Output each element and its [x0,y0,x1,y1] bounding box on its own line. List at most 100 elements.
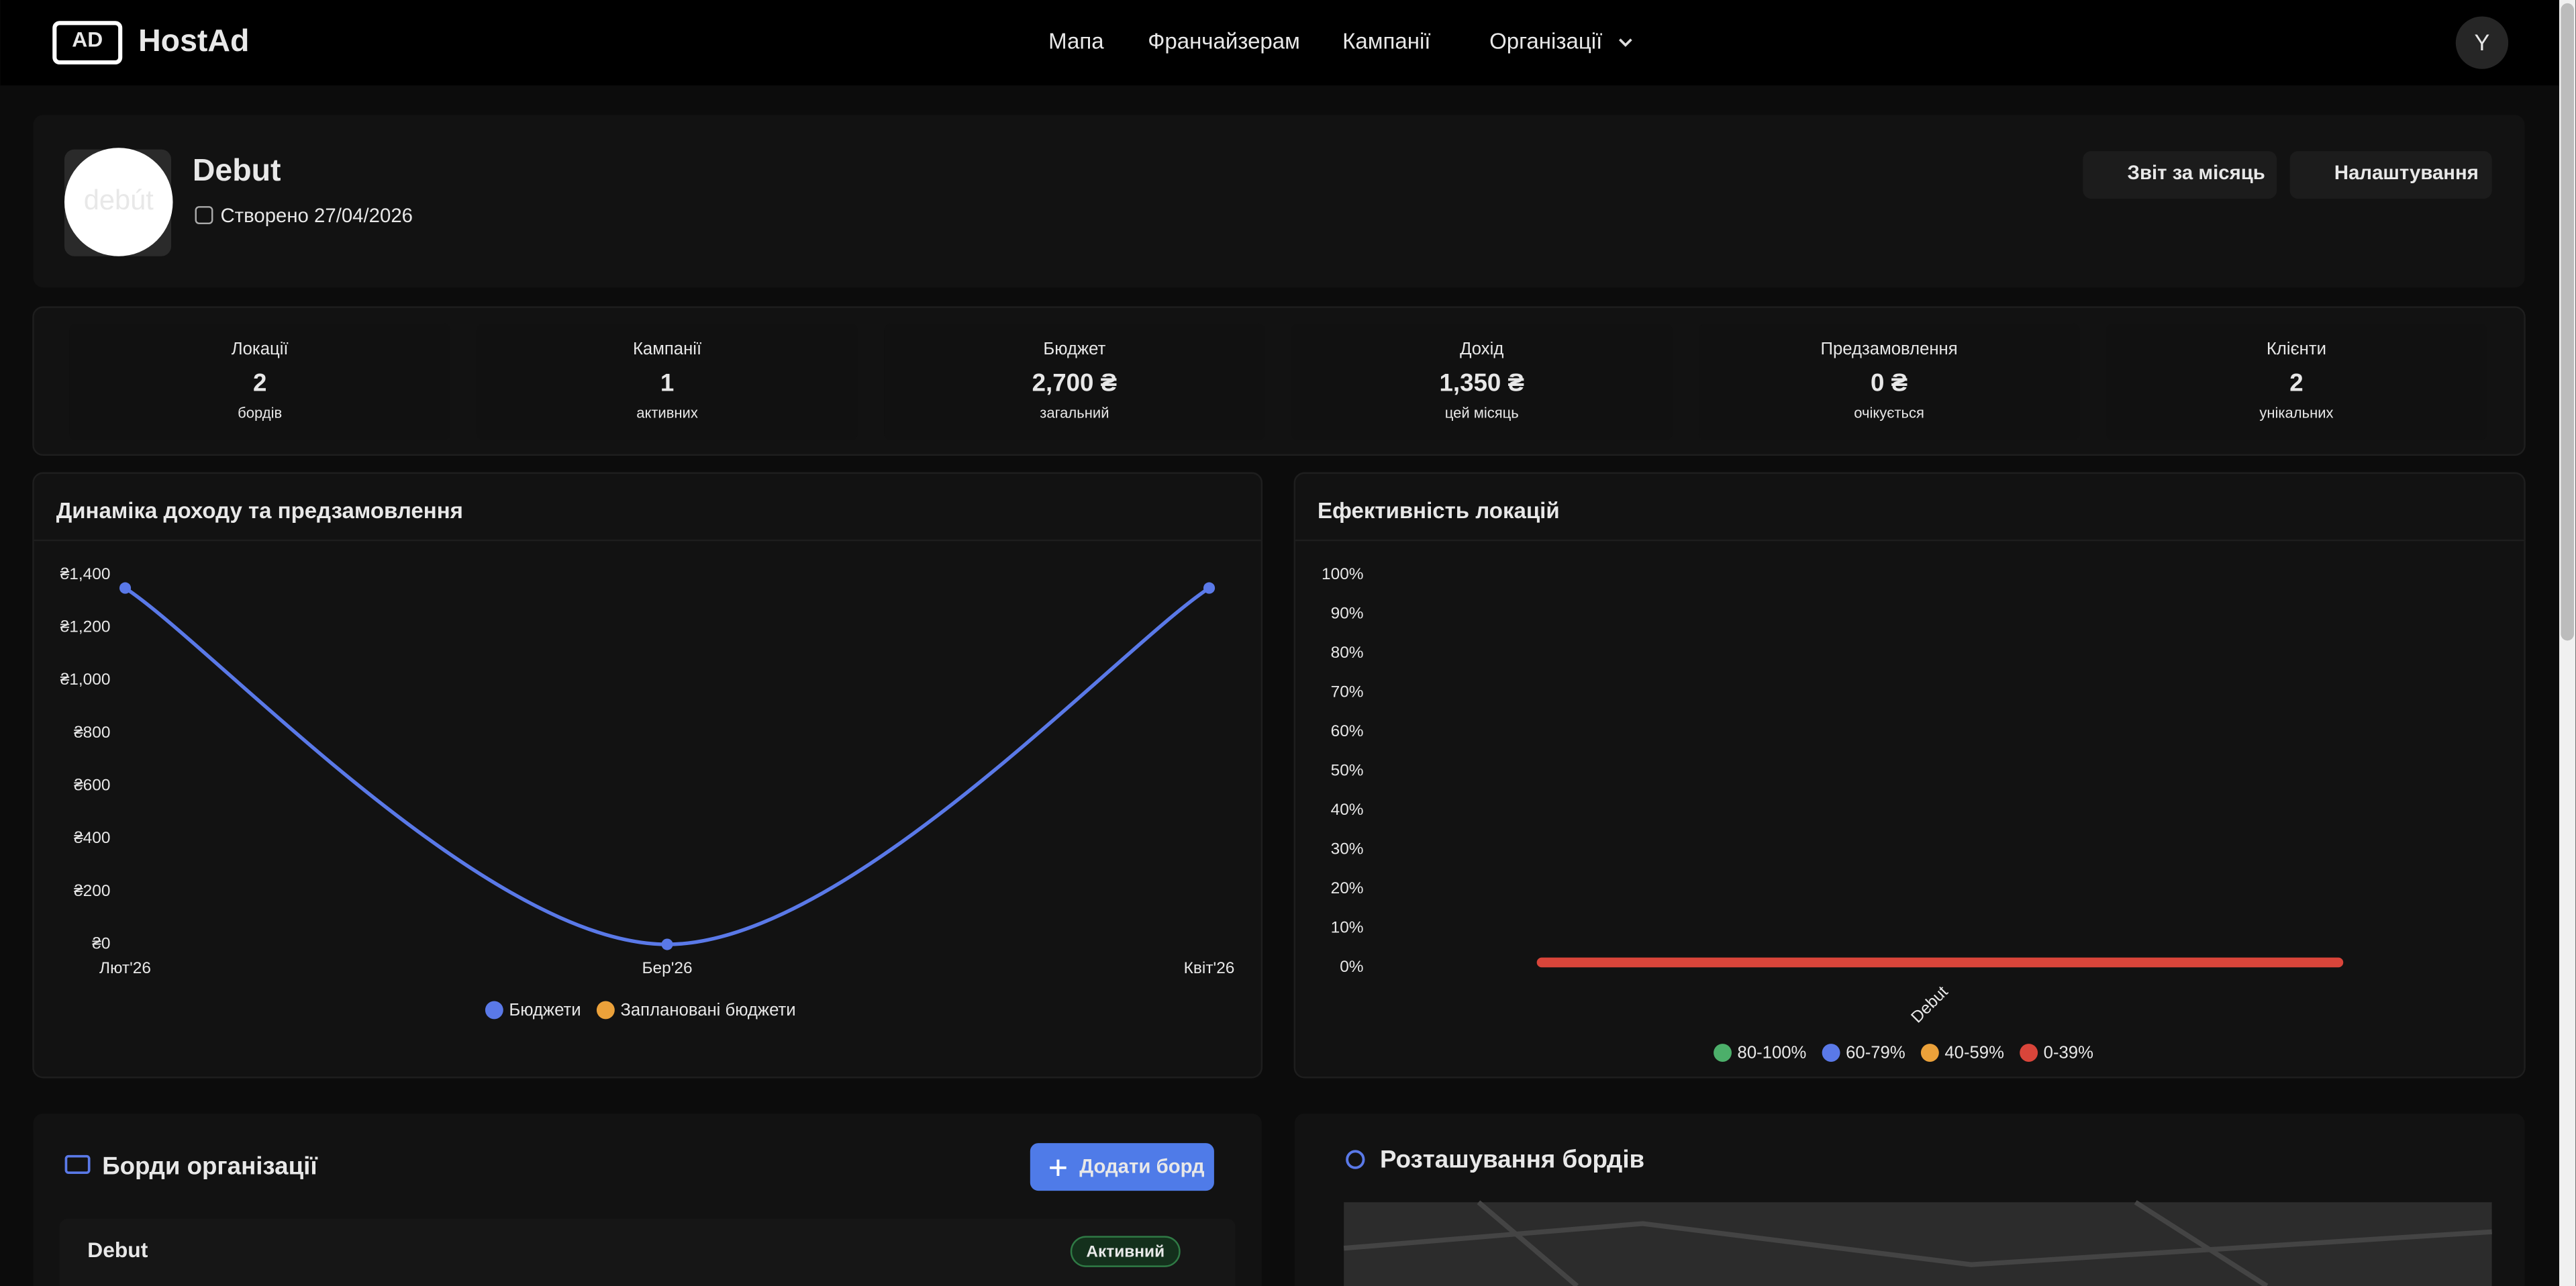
stat-sub: загальний [1040,404,1109,421]
boards-title: Борди організації [102,1152,317,1180]
legend-label: 40-59% [1944,1044,2004,1062]
y-tick-label: 50% [1331,761,1364,779]
settings-button[interactable] [2289,151,2492,199]
created-date: Створено 27/04/2026 [220,205,413,227]
point [661,938,673,950]
stat-sub: цей місяць [1445,404,1519,421]
point [119,582,132,594]
y-tick-label: 80% [1331,644,1364,662]
legend-marker [596,1001,615,1020]
add-board-button[interactable] [1030,1143,1214,1191]
scrollbar-thumb[interactable] [2561,3,2574,641]
nav-link[interactable]: Франчайзерам [1148,28,1300,53]
legend-label: 80-100% [1738,1044,1807,1062]
y-tick-label: 30% [1331,840,1364,858]
legend-marker [1822,1044,1840,1062]
nav-link[interactable]: Кампанії [1342,28,1430,53]
stat-sub: активних [636,404,698,421]
report-button-label[interactable]: Звіт за місяць [2128,162,2265,184]
bar-card [1293,472,2526,1079]
brand: HostAd [138,23,249,58]
y-tick-label: 0% [1340,958,1363,976]
stat-value: 2 [2289,368,2303,396]
y-tick-label: 70% [1331,683,1364,701]
stat-value: 1,350 ₴ [1440,368,1524,396]
stat-label: Кампанії [633,340,701,358]
plus-icon [1050,1159,1067,1177]
legend-marker [485,1001,503,1020]
y-tick-label: ₴600 [74,777,110,795]
x-tick-label: Лют'26 [99,959,151,977]
point [1203,582,1216,594]
stat-label: Дохід [1460,340,1503,358]
x-tick-label: Квіт'26 [1184,959,1235,977]
logo-text: debút [84,184,154,215]
stat-cell [2106,324,2487,440]
legend-label: Бюджети [509,1001,581,1020]
legend-marker [2020,1044,2038,1062]
logo-mark: AD [72,28,103,52]
stat-value: 1 [660,368,674,396]
nav-link[interactable]: Організації [1489,28,1602,53]
x-tick-label: Бер'26 [642,959,692,977]
stat-cell [884,324,1265,440]
y-tick-label: ₴1,000 [60,671,111,689]
stat-value: 2 [253,368,266,396]
stat-value: 2,700 ₴ [1032,368,1117,396]
chart-title: Динаміка доходу та предзамовлення [56,498,463,523]
y-tick-label: ₴0 [92,934,110,952]
calendar-icon [195,206,213,225]
line-card [32,472,1263,1079]
stat-label: Бюджет [1043,340,1105,358]
org-title: Debut [193,152,281,187]
board-status: Активний [1086,1242,1165,1260]
logo-circle [64,148,173,256]
y-tick-label: ₴200 [74,882,110,900]
stat-sub: очікується [1854,404,1924,421]
legend-label: 60-79% [1846,1044,1905,1062]
board-name[interactable]: Debut [87,1238,148,1262]
stat-value: 0 ₴ [1871,368,1908,396]
y-tick-label: 10% [1331,918,1364,936]
legend-label: Заплановані бюджети [620,1001,795,1020]
chart-title: Ефективність локацій [1318,498,1560,523]
y-tick-label: ₴1,400 [60,565,111,583]
legend-label: 0-39% [2044,1044,2093,1062]
y-tick-label: 100% [1322,565,1364,583]
stat-sub: унікальних [2259,404,2333,421]
stat-label: Локації [232,340,289,358]
stat-label: Предзамовлення [1821,340,1958,358]
y-tick-label: 90% [1331,604,1364,622]
chevron [1618,38,1632,47]
stat-cell [69,324,451,440]
settings-button-label[interactable]: Налаштування [2334,162,2479,184]
y-tick-label: ₴400 [74,829,110,847]
status-badge [1070,1236,1181,1267]
bar [1536,957,2344,968]
y-tick-label: 40% [1331,801,1364,819]
stat-label: Клієнти [2267,340,2326,358]
legend-marker [1714,1044,1732,1062]
pin-icon [1346,1150,1365,1169]
stat-cell [1698,324,2080,440]
y-tick-label: ₴800 [74,724,110,742]
nav-link[interactable]: Мапа [1048,28,1104,53]
add-board-label[interactable]: Додати борд [1079,1156,1205,1178]
stat-sub: бордів [238,404,282,421]
avatar-bg[interactable] [2455,16,2509,69]
board-row[interactable] [59,1218,1236,1286]
avatar[interactable]: Y [2475,30,2490,56]
y-tick-label: ₴1,200 [60,618,111,636]
y-tick-label: 20% [1331,879,1364,897]
stat-cell [477,324,858,440]
report-button[interactable] [2083,151,2277,199]
y-tick-label: 60% [1331,722,1364,740]
logo-box [52,21,123,65]
navbar [0,0,2576,86]
map-roads [1343,1200,2492,1286]
legend-marker [1920,1044,1939,1062]
monitor-icon [64,1154,91,1174]
header-card [33,115,2525,288]
